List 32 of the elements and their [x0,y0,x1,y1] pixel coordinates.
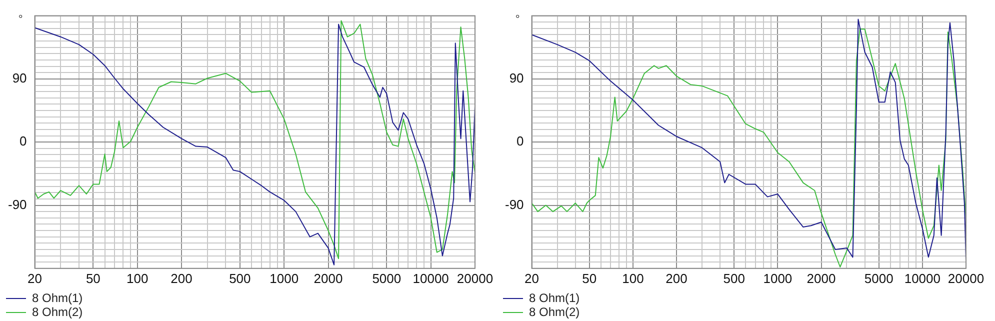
legend-label: 8 Ohm(2) [32,305,83,319]
y-tick-label: 90 [12,70,27,86]
x-tick-label: 50 [86,270,100,286]
x-tick-label: 5000 [372,270,402,286]
y-axis-title: ° [18,13,23,26]
x-tick-label: 200 [666,270,688,286]
y-tick-label: 0 [516,134,524,149]
x-tick-label: 200 [170,270,192,286]
x-tick-label: 10000 [904,270,941,286]
y-tick-label: -90 [504,196,524,212]
x-tick-label: 2000 [806,270,836,286]
legend-label: 8 Ohm(2) [529,305,580,319]
x-tick-label: 20 [524,270,540,286]
legend-label: 8 Ohm(1) [32,291,83,305]
y-tick-label: -90 [8,196,27,212]
y-tick-label: 90 [509,70,524,86]
legend-label: 8 Ohm(1) [529,291,580,305]
x-tick-label: 20000 [456,270,494,286]
x-tick-label: 20 [28,270,42,286]
x-tick-label: 1000 [763,270,792,286]
x-tick-label: 5000 [864,270,894,286]
x-tick-label: 1000 [270,270,299,286]
y-axis-title: ° [515,13,520,26]
x-tick-label: 10000 [412,270,449,286]
x-tick-label: 500 [229,270,251,286]
x-tick-label: 2000 [314,270,343,286]
x-tick-label: 20000 [948,270,984,286]
x-tick-label: 500 [723,270,745,286]
x-tick-label: 100 [126,270,148,286]
x-tick-label: 100 [622,270,644,286]
x-tick-label: 50 [582,270,597,286]
y-tick-label: 0 [20,134,27,149]
